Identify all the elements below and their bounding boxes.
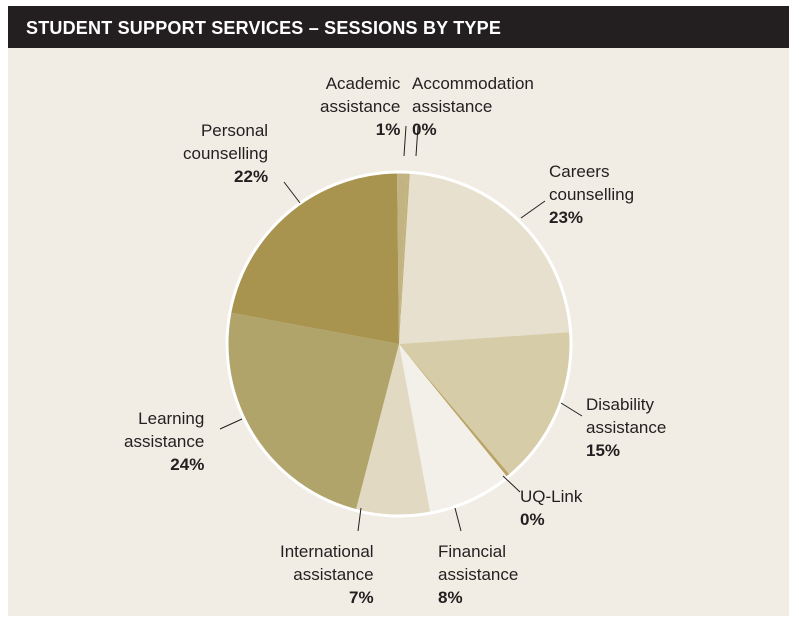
slice-label-text: Personal xyxy=(200,121,269,140)
slice-label: Academic assistance 1% xyxy=(320,72,400,141)
slice-label-text: counselling xyxy=(549,185,635,204)
slice-label-text: assistance xyxy=(320,97,401,116)
pie-slice xyxy=(355,344,431,516)
slice-label: Financial assistance 8% xyxy=(438,540,518,609)
pie-slice xyxy=(399,344,511,478)
slice-label-text: UQ-Link xyxy=(520,487,583,506)
slice-percent: 15% xyxy=(586,441,621,460)
chart-panel: STUDENT SUPPORT SERVICES – SESSIONS BY T… xyxy=(8,6,789,616)
slice-percent: 1% xyxy=(375,120,401,139)
leader-line xyxy=(403,125,407,157)
slice-label-text: assistance xyxy=(586,418,667,437)
leader-line xyxy=(454,507,462,532)
slice-percent: 0% xyxy=(412,120,437,139)
slice-label: UQ-Link 0% xyxy=(520,485,582,531)
slice-label-text: assistance xyxy=(293,565,374,584)
slice-percent: 0% xyxy=(520,510,545,529)
pie-chart xyxy=(219,125,583,532)
slice-label: International assistance 7% xyxy=(280,540,374,609)
pie-slice xyxy=(399,172,410,344)
slice-label-text: Accommodation xyxy=(412,74,534,93)
chart-title: STUDENT SUPPORT SERVICES – SESSIONS BY T… xyxy=(26,18,502,38)
slice-label: Disability assistance 15% xyxy=(586,393,666,462)
slice-label: Personal counselling 22% xyxy=(183,119,268,188)
slice-label-text: Learning xyxy=(138,409,205,428)
slice-label-text: International xyxy=(280,542,374,561)
pie-slice xyxy=(227,312,399,511)
leader-line xyxy=(502,475,521,493)
slice-label-text: Academic xyxy=(325,74,401,93)
slice-percent: 23% xyxy=(549,208,584,227)
pie-slice xyxy=(399,344,508,514)
pie-slice xyxy=(399,172,571,344)
leader-line xyxy=(415,125,419,157)
chart-header: STUDENT SUPPORT SERVICES – SESSIONS BY T… xyxy=(8,6,789,48)
slice-percent: 8% xyxy=(438,588,463,607)
leader-line xyxy=(219,418,243,430)
slice-percent: 7% xyxy=(349,588,374,607)
slice-label-text: counselling xyxy=(183,144,269,163)
pie-outline xyxy=(225,170,573,518)
leader-line xyxy=(520,200,546,219)
slice-label-text: Disability xyxy=(586,395,655,414)
slice-label-text: Financial xyxy=(438,542,507,561)
leader-line xyxy=(357,507,362,532)
slice-percent: 22% xyxy=(234,167,269,186)
leader-line xyxy=(283,181,301,204)
pie-slice xyxy=(397,171,407,344)
pie-slice xyxy=(399,332,572,476)
slice-label: Careers counselling 23% xyxy=(549,160,634,229)
slice-label-text: assistance xyxy=(124,432,205,451)
pie-slice xyxy=(229,172,399,344)
slice-percent: 24% xyxy=(170,455,205,474)
slice-label: Accommodation assistance 0% xyxy=(412,72,534,141)
slice-label-text: Careers xyxy=(549,162,610,181)
slice-label: Learning assistance 24% xyxy=(124,407,204,476)
leader-line xyxy=(560,402,583,417)
slice-label-text: assistance xyxy=(438,565,519,584)
slice-label-text: assistance xyxy=(412,97,493,116)
